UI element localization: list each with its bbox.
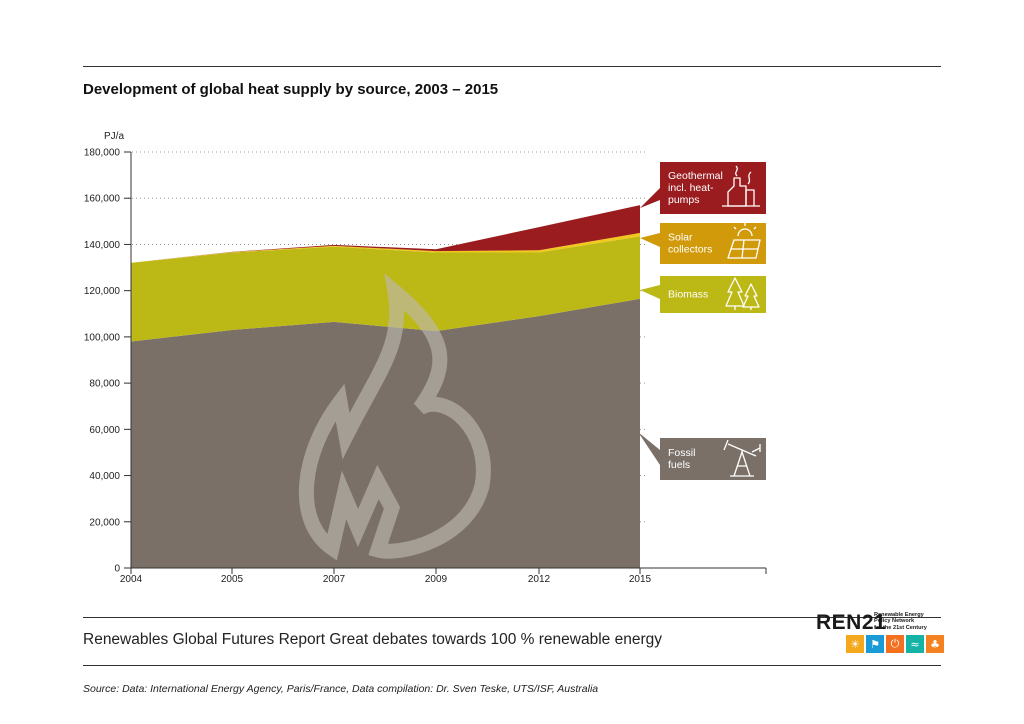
y-tick-label: 0 [114,564,120,575]
top-rule [83,66,941,67]
x-tick-label: 2007 [323,574,346,585]
axes [124,152,766,569]
x-axis-ticks: 2004 2005 2007 2009 2012 2015 [120,568,767,585]
oil-pump-icon [723,439,761,477]
legend-pointer [640,233,660,247]
x-tick-label: 2005 [221,574,244,585]
area-biomass [131,236,640,342]
x-tick-label: 2015 [629,574,652,585]
bottom-rule [83,665,941,666]
y-tick-label: 100,000 [84,332,121,343]
legend-label: fuels [668,459,690,471]
ren21-logo: REN21 Renewable Energy Policy Network fo… [816,611,946,659]
power-icon: ⏻ [886,635,904,653]
wind-icon: ⚑ [866,635,884,653]
wave-icon: ≈ [906,635,924,653]
legend-box [660,162,766,214]
y-axis-unit: PJ/a [104,131,124,142]
legend-label: pumps [668,194,700,206]
logo-tagline: Renewable Energy Policy Network for the … [874,612,954,631]
legend-label: Geothermal [668,170,723,182]
flame-icon [298,273,491,561]
y-tick-label: 80,000 [89,379,120,390]
y-tick-label: 60,000 [89,425,120,436]
logo-tagline-line: for the 21st Century [874,624,927,631]
y-tick-label: 160,000 [84,194,121,205]
leaf-icon: ♣ [926,635,944,653]
legend-label: incl. heat- [668,182,714,194]
x-tick-label: 2004 [120,574,143,585]
legend-label: Solar [668,232,693,244]
logo-icons: ☀ ⚑ ⏻ ≈ ♣ [846,635,944,653]
area-geothermal-incl-heat-pumps [131,205,640,263]
solar-panel-icon [727,223,761,259]
legend-pointer [638,432,660,465]
logo-tagline-line: Policy Network [874,618,915,625]
report-title: Renewables Global Futures Report Great d… [83,631,662,648]
chart-title: Development of global heat supply by sou… [83,81,499,98]
legend-label: Biomass [668,289,708,301]
y-tick-label: 40,000 [89,471,120,482]
y-tick-label: 20,000 [89,517,120,528]
y-tick-label: 140,000 [84,240,121,251]
y-axis-ticks: 0 20,000 40,000 60,000 80,000 100,000 120,000 1… [84,148,131,575]
x-tick-label: 2009 [425,574,448,585]
logo-word: REN21 [816,611,887,634]
legend-pointer [640,188,660,208]
legend-label: Fossil [668,447,695,459]
legend-item: Biomass [640,276,766,313]
legend-label: collectors [668,244,712,256]
area-fossil-fuels [131,298,640,568]
trees-icon [725,277,760,310]
sun-icon: ☀ [846,635,864,653]
legend-pointer [640,285,660,299]
mid-rule [83,617,941,618]
geothermal-plant-icon [722,165,760,207]
source-note: Source: Data: International Energy Agenc… [83,683,599,695]
chart-areas [131,205,640,568]
x-tick-label: 2012 [528,574,551,585]
y-tick-label: 120,000 [84,286,121,297]
logo-tagline-line: Renewable Energy [874,612,924,618]
y-tick-label: 180,000 [84,148,121,159]
